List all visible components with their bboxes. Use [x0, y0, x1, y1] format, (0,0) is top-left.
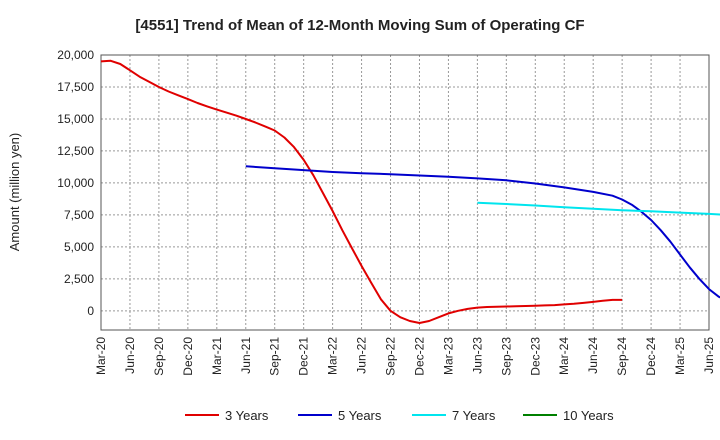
x-tick-label: Dec-20	[181, 337, 195, 376]
x-tick-label: Mar-24	[557, 337, 571, 375]
x-tick-label: Sep-24	[615, 337, 629, 376]
x-tick-label: Jun-20	[123, 337, 137, 374]
x-tick-label: Jun-23	[470, 337, 484, 374]
y-tick-label: 17,500	[57, 80, 94, 94]
series-line-3-years	[100, 59, 623, 324]
y-tick-label: 5,000	[64, 240, 94, 254]
y-tick-label: 0	[87, 304, 94, 318]
x-tick-label: Dec-23	[528, 337, 542, 376]
series-line-5-years	[245, 165, 720, 299]
x-tick-label: Dec-21	[297, 337, 311, 376]
x-tick-label: Sep-23	[499, 337, 513, 376]
y-tick-label: 7,500	[64, 208, 94, 222]
x-tick-label: Mar-23	[441, 337, 455, 375]
legend-label: 7 Years	[452, 408, 496, 423]
x-tick-label: Sep-20	[152, 337, 166, 376]
axes: 0 2,500 5,000 7,500 10,000 12,500 15,000 17,500…	[57, 48, 716, 376]
x-tick-label: Jun-25	[702, 337, 716, 374]
series-lines	[100, 59, 720, 324]
x-tick-label: Sep-21	[268, 337, 282, 376]
y-tick-label: 2,500	[64, 272, 94, 286]
legend-label: 5 Years	[338, 408, 382, 423]
x-tick-label: Dec-22	[412, 337, 426, 376]
x-tick-label: Mar-25	[673, 337, 687, 375]
x-tick-label: Sep-22	[384, 337, 398, 376]
x-tick-label: Dec-24	[644, 337, 658, 376]
x-tick-label: Mar-21	[210, 337, 224, 375]
series-line-7-years	[477, 201, 720, 216]
y-tick-label: 12,500	[57, 144, 94, 158]
y-tick-label: 20,000	[57, 48, 94, 62]
grid	[100, 54, 710, 330]
legend: 3 Years 5 Years 7 Years 10 Years	[185, 408, 614, 423]
x-tick-label: Jun-24	[586, 337, 600, 374]
chart-title: [4551] Trend of Mean of 12-Month Moving …	[135, 17, 584, 34]
y-tick-label: 10,000	[57, 176, 94, 190]
x-tick-label: Jun-22	[355, 337, 369, 374]
x-tick-label: Jun-21	[239, 337, 253, 374]
y-tick-label: 15,000	[57, 112, 94, 126]
x-tick-label: Mar-22	[326, 337, 340, 375]
legend-label: 3 Years	[225, 408, 269, 423]
x-tick-label: Mar-20	[94, 337, 108, 375]
plot-frame	[100, 54, 710, 331]
y-axis-label: Amount (million yen)	[7, 133, 22, 252]
legend-label: 10 Years	[563, 408, 614, 423]
